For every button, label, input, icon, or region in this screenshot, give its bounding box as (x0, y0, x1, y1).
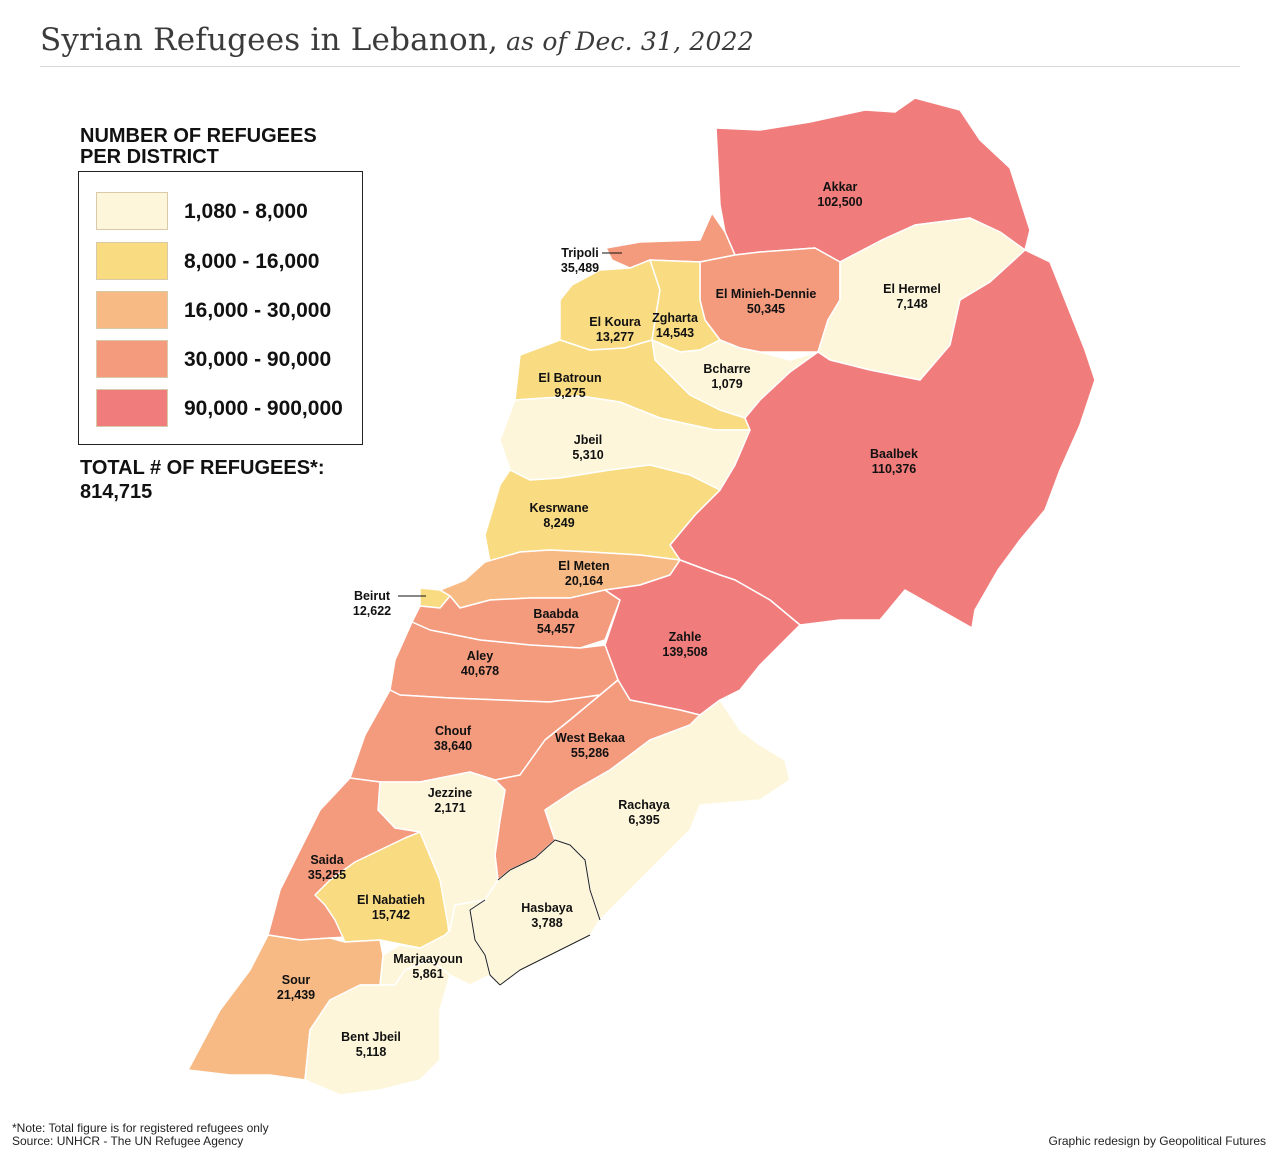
credit: Graphic redesign by Geopolitical Futures (1048, 1134, 1266, 1148)
total-refugees: TOTAL # OF REFUGEES*: 814,715 (80, 456, 324, 504)
district-marjaayoun[interactable] (379, 899, 491, 986)
map-subtitle: as of Dec. 31, 2022 (506, 27, 754, 56)
legend-title: NUMBER OF REFUGEES PER DISTRICT (80, 125, 317, 168)
legend-item-5: 90,000 - 900,000 (96, 389, 356, 427)
total-label: TOTAL # OF REFUGEES*: (80, 457, 325, 479)
district-rachaya[interactable] (544, 699, 791, 921)
legend-item-3: 16,000 - 30,000 (96, 291, 356, 329)
label-baabda: Baabda 54,457 (533, 607, 579, 636)
label-hasbaya: Hasbaya 3,788 (521, 901, 573, 930)
label-jezzine: Jezzine 2,171 (428, 786, 473, 815)
label-sour: Sour 21,439 (277, 973, 315, 1002)
label-tripoli: Tripoli 35,489 (561, 246, 599, 275)
label-marjaayoun: Marjaayoun 5,861 (393, 952, 462, 981)
label-batroun: El Batroun 9,275 (538, 371, 601, 400)
label-chouf: Chouf 38,640 (434, 724, 472, 753)
total-value: 814,715 (80, 481, 153, 503)
title-bar: Syrian Refugees in Lebanon, as of Dec. 31… (40, 22, 1240, 67)
label-aley: Aley 40,678 (461, 649, 499, 678)
legend-swatch (96, 389, 168, 427)
label-minieh: El Minieh-Dennie 50,345 (716, 287, 817, 316)
footnote: *Note: Total figure is for registered re… (12, 1121, 269, 1135)
legend-swatch (96, 340, 168, 378)
legend: 1,080 - 8,000 8,000 - 16,000 16,000 - 30… (78, 171, 363, 445)
label-westbekaa: West Bekaa 55,286 (555, 731, 626, 760)
label-hermel: El Hermel 7,148 (883, 282, 941, 311)
legend-label: 30,000 - 90,000 (184, 348, 332, 371)
label-akkar: Akkar 102,500 (817, 180, 862, 209)
border-line (469, 899, 501, 986)
label-koura: El Koura 13,277 (589, 315, 641, 344)
label-kesrwane: Kesrwane 8,249 (529, 501, 588, 530)
legend-item-4: 30,000 - 90,000 (96, 340, 356, 378)
label-nabatieh: El Nabatieh 15,742 (357, 893, 425, 922)
map-title: Syrian Refugees in Lebanon, as of Dec. 31… (40, 22, 754, 58)
label-saida: Saida 35,255 (308, 853, 346, 882)
legend-label: 8,000 - 16,000 (184, 250, 320, 273)
label-baalbek: Baalbek 110,376 (870, 447, 918, 476)
footer-notes: *Note: Total figure is for registered re… (12, 1122, 269, 1148)
legend-swatch (96, 192, 168, 230)
legend-item-1: 1,080 - 8,000 (96, 192, 356, 230)
border-line (499, 934, 591, 986)
label-zgharta: Zgharta 14,543 (652, 311, 699, 340)
border-line (497, 839, 601, 921)
legend-label: 16,000 - 30,000 (184, 299, 332, 322)
label-jbeil: Jbeil 5,310 (572, 433, 603, 462)
label-meten: El Meten 20,164 (558, 559, 609, 588)
label-rachaya: Rachaya 6,395 (618, 798, 670, 827)
legend-item-2: 8,000 - 16,000 (96, 242, 356, 280)
source: Source: UNHCR - The UN Refugee Agency (12, 1134, 244, 1148)
legend-swatch (96, 242, 168, 280)
legend-label: 1,080 - 8,000 (184, 200, 308, 223)
label-bcharre: Bcharre 1,079 (703, 362, 750, 391)
label-zahle: Zahle 139,508 (662, 630, 707, 659)
label-beirut: Beirut 12,622 (353, 589, 391, 618)
legend-label: 90,000 - 900,000 (184, 397, 343, 420)
district-bentjbeil[interactable] (304, 959, 451, 1096)
label-bentjbeil: Bent Jbeil 5,118 (341, 1030, 401, 1059)
legend-swatch (96, 291, 168, 329)
